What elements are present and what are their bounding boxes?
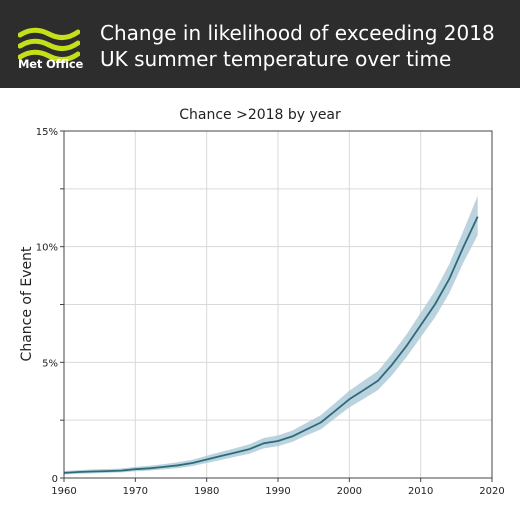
confidence-band	[64, 195, 478, 475]
y-axis-ticks: 0 5% 10% 15%	[36, 127, 64, 485]
y-tick-label-3: 15%	[36, 127, 58, 138]
series-line	[63, 216, 479, 474]
x-tick-label-0: 1960	[51, 486, 76, 497]
x-tick-label-2: 1980	[194, 486, 219, 497]
series-line-path	[63, 216, 479, 474]
x-tick-label-3: 1990	[265, 486, 290, 497]
x-tick-label-4: 2000	[337, 486, 362, 497]
x-tick-label-1: 1970	[123, 486, 148, 497]
y-axis-label: Chance of Event	[19, 246, 35, 361]
page-title-line-2: UK summer temperature over time	[100, 47, 452, 71]
chance-chart: Chance >2018 by year Chance of Event 196…	[19, 107, 505, 497]
confidence-band-area	[64, 195, 478, 475]
page-title: Change in likelihood of exceeding 2018 U…	[100, 20, 512, 72]
header-banner: Met Office Change in likelihood of excee…	[0, 0, 520, 88]
y-tick-label-0: 0	[52, 474, 58, 485]
page-title-line-1: Change in likelihood of exceeding 2018	[100, 21, 495, 45]
x-axis-ticks: 1960 1970 1980 1990 2000 2010 2020	[51, 478, 505, 497]
chart-title: Chance >2018 by year	[179, 107, 341, 123]
brand-name: Met Office	[18, 57, 84, 71]
y-tick-label-1: 5%	[42, 358, 58, 369]
met-office-wave-logo-icon	[18, 27, 80, 62]
y-tick-label-2: 10%	[36, 243, 58, 254]
x-tick-label-6: 2020	[479, 486, 504, 497]
x-tick-label-5: 2010	[408, 486, 433, 497]
